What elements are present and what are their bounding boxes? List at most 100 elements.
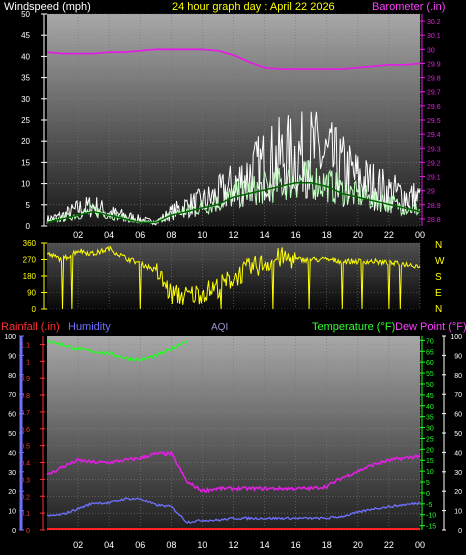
rain-tick-label: 0.6 — [20, 427, 30, 434]
temperature-tick-label: -10 — [426, 513, 436, 520]
barometer-tick-label: 29.8 — [427, 76, 441, 83]
rain-tick-label: 0 — [26, 528, 30, 535]
x-tick-label: 18 — [322, 230, 332, 240]
humidity-tick-label: 0 — [12, 528, 16, 535]
wind-tick-label: 20 — [21, 137, 30, 146]
humidity-tick-label: 70 — [8, 392, 16, 399]
temperature-axis-label: Temperature (°F) — [312, 321, 395, 333]
temperature-tick-label: 55 — [426, 371, 434, 378]
barometer-tick-label: 30.2 — [427, 19, 441, 26]
x-tick-label: 08 — [166, 230, 176, 240]
humidity-tick-label: 60 — [8, 412, 16, 419]
temperature-tick-label: 45 — [426, 393, 434, 400]
wind-tick-label: 35 — [21, 74, 30, 83]
aqi-tick-label: 10 — [454, 509, 462, 516]
direction-tick-label: 270 — [23, 256, 37, 265]
temperature-tick-label: 50 — [426, 382, 434, 389]
temperature-tick-label: 15 — [426, 458, 434, 465]
wind-tick-label: 40 — [21, 52, 30, 61]
x-tick-label: 00 — [415, 230, 425, 240]
wind-tick-label: 30 — [21, 95, 30, 104]
rain-tick-label: 1.1 — [20, 342, 30, 349]
wind-average-line — [46, 160, 421, 225]
humidity-tick-label: 90 — [8, 353, 16, 360]
aqi-tick-label: 70 — [454, 392, 462, 399]
x-tick-label: 20 — [353, 230, 363, 240]
rain-tick-label: 0.4 — [20, 461, 30, 468]
temperature-tick-label: 30 — [426, 426, 434, 433]
direction-compass-label: E — [435, 288, 442, 299]
direction-tick-label: 360 — [23, 239, 37, 248]
x-tick-label: 06 — [135, 230, 145, 240]
x-tick-label: 16 — [291, 230, 301, 240]
aqi-tick-label: 30 — [454, 470, 462, 477]
x-tick-label: 22 — [384, 230, 394, 240]
rain-tick-label: 0.5 — [20, 444, 30, 451]
x-tick-label: 12 — [228, 540, 238, 550]
temperature-tick-label: 0 — [426, 491, 430, 498]
x-tick-label: 02 — [73, 540, 83, 550]
wind-tick-label: 50 — [21, 10, 30, 19]
x-tick-label: 06 — [135, 540, 145, 550]
barometer-line — [46, 48, 421, 70]
humidity-line — [47, 497, 421, 524]
temperature-tick-label: 25 — [426, 436, 434, 443]
temperature-tick-label: 5 — [426, 480, 430, 487]
barometer-tick-label: 28.8 — [427, 217, 441, 224]
x-tick-label: 18 — [322, 540, 332, 550]
direction-compass-label: W — [435, 256, 445, 267]
rain-tick-label: 1 — [26, 359, 30, 366]
aqi-tick-label: 90 — [454, 353, 462, 360]
aqi-tick-label: 50 — [454, 431, 462, 438]
wind-direction-line — [46, 245, 421, 310]
x-tick-label: 08 — [166, 540, 176, 550]
aqi-tick-label: 40 — [454, 450, 462, 457]
x-tick-label: 12 — [228, 230, 238, 240]
rain-tick-label: 0.7 — [20, 410, 30, 417]
barometer-tick-label: 29.6 — [427, 104, 441, 111]
temperature-tick-label: 20 — [426, 447, 434, 454]
direction-compass-label: S — [435, 272, 442, 283]
aqi-tick-label: 100 — [450, 334, 462, 341]
rain-tick-label: 0.2 — [20, 494, 30, 501]
humidity-tick-label: 80 — [8, 373, 16, 380]
direction-tick-label: 180 — [23, 272, 37, 281]
x-tick-label: 14 — [260, 230, 270, 240]
barometer-tick-label: 29.7 — [427, 90, 441, 97]
x-tick-label: 10 — [197, 230, 207, 240]
direction-tick-label: 0 — [32, 305, 37, 314]
aqi-tick-label: 20 — [454, 489, 462, 496]
aqi-tick-label: 0 — [458, 528, 462, 535]
temperature-tick-label: 40 — [426, 404, 434, 411]
x-tick-label: 02 — [73, 230, 83, 240]
wind-tick-label: 0 — [26, 222, 31, 231]
temperature-tick-label: 65 — [426, 349, 434, 356]
x-tick-label: 14 — [260, 540, 270, 550]
rain-tick-label: 0.3 — [20, 477, 30, 484]
barometer-tick-label: 30 — [427, 47, 435, 54]
barometer-tick-label: 29.1 — [427, 175, 441, 182]
temperature-tick-label: 70 — [426, 338, 434, 345]
x-tick-label: 20 — [353, 540, 363, 550]
humidity-tick-label: 30 — [8, 470, 16, 477]
x-tick-label: 10 — [197, 540, 207, 550]
direction-compass-label: N — [435, 304, 442, 315]
x-tick-label: 22 — [384, 540, 394, 550]
barometer-axis-label: Barometer (.in) — [372, 1, 445, 13]
rain-tick-label: 0.1 — [20, 511, 30, 518]
barometer-tick-label: 29.3 — [427, 146, 441, 153]
humidity-tick-label: 100 — [4, 334, 16, 341]
chart-title: 24 hour graph day : April 22 2026 — [172, 1, 335, 13]
rain-tick-label: 0.9 — [20, 376, 30, 383]
humidity-tick-label: 20 — [8, 489, 16, 496]
wind-tick-label: 45 — [21, 31, 30, 40]
aqi-axis-label: AQI — [211, 322, 228, 333]
dew-point-axis-label: Dew Point (°F) — [395, 321, 466, 333]
wind-tick-label: 25 — [21, 116, 30, 125]
temperature-tick-label: 60 — [426, 360, 434, 367]
x-tick-label: 00 — [415, 540, 425, 550]
humidity-axis-label: Humidity — [68, 321, 111, 333]
temperature-tick-label: 10 — [426, 469, 434, 476]
barometer-tick-label: 29.9 — [427, 61, 441, 68]
barometer-tick-label: 29 — [427, 189, 435, 196]
